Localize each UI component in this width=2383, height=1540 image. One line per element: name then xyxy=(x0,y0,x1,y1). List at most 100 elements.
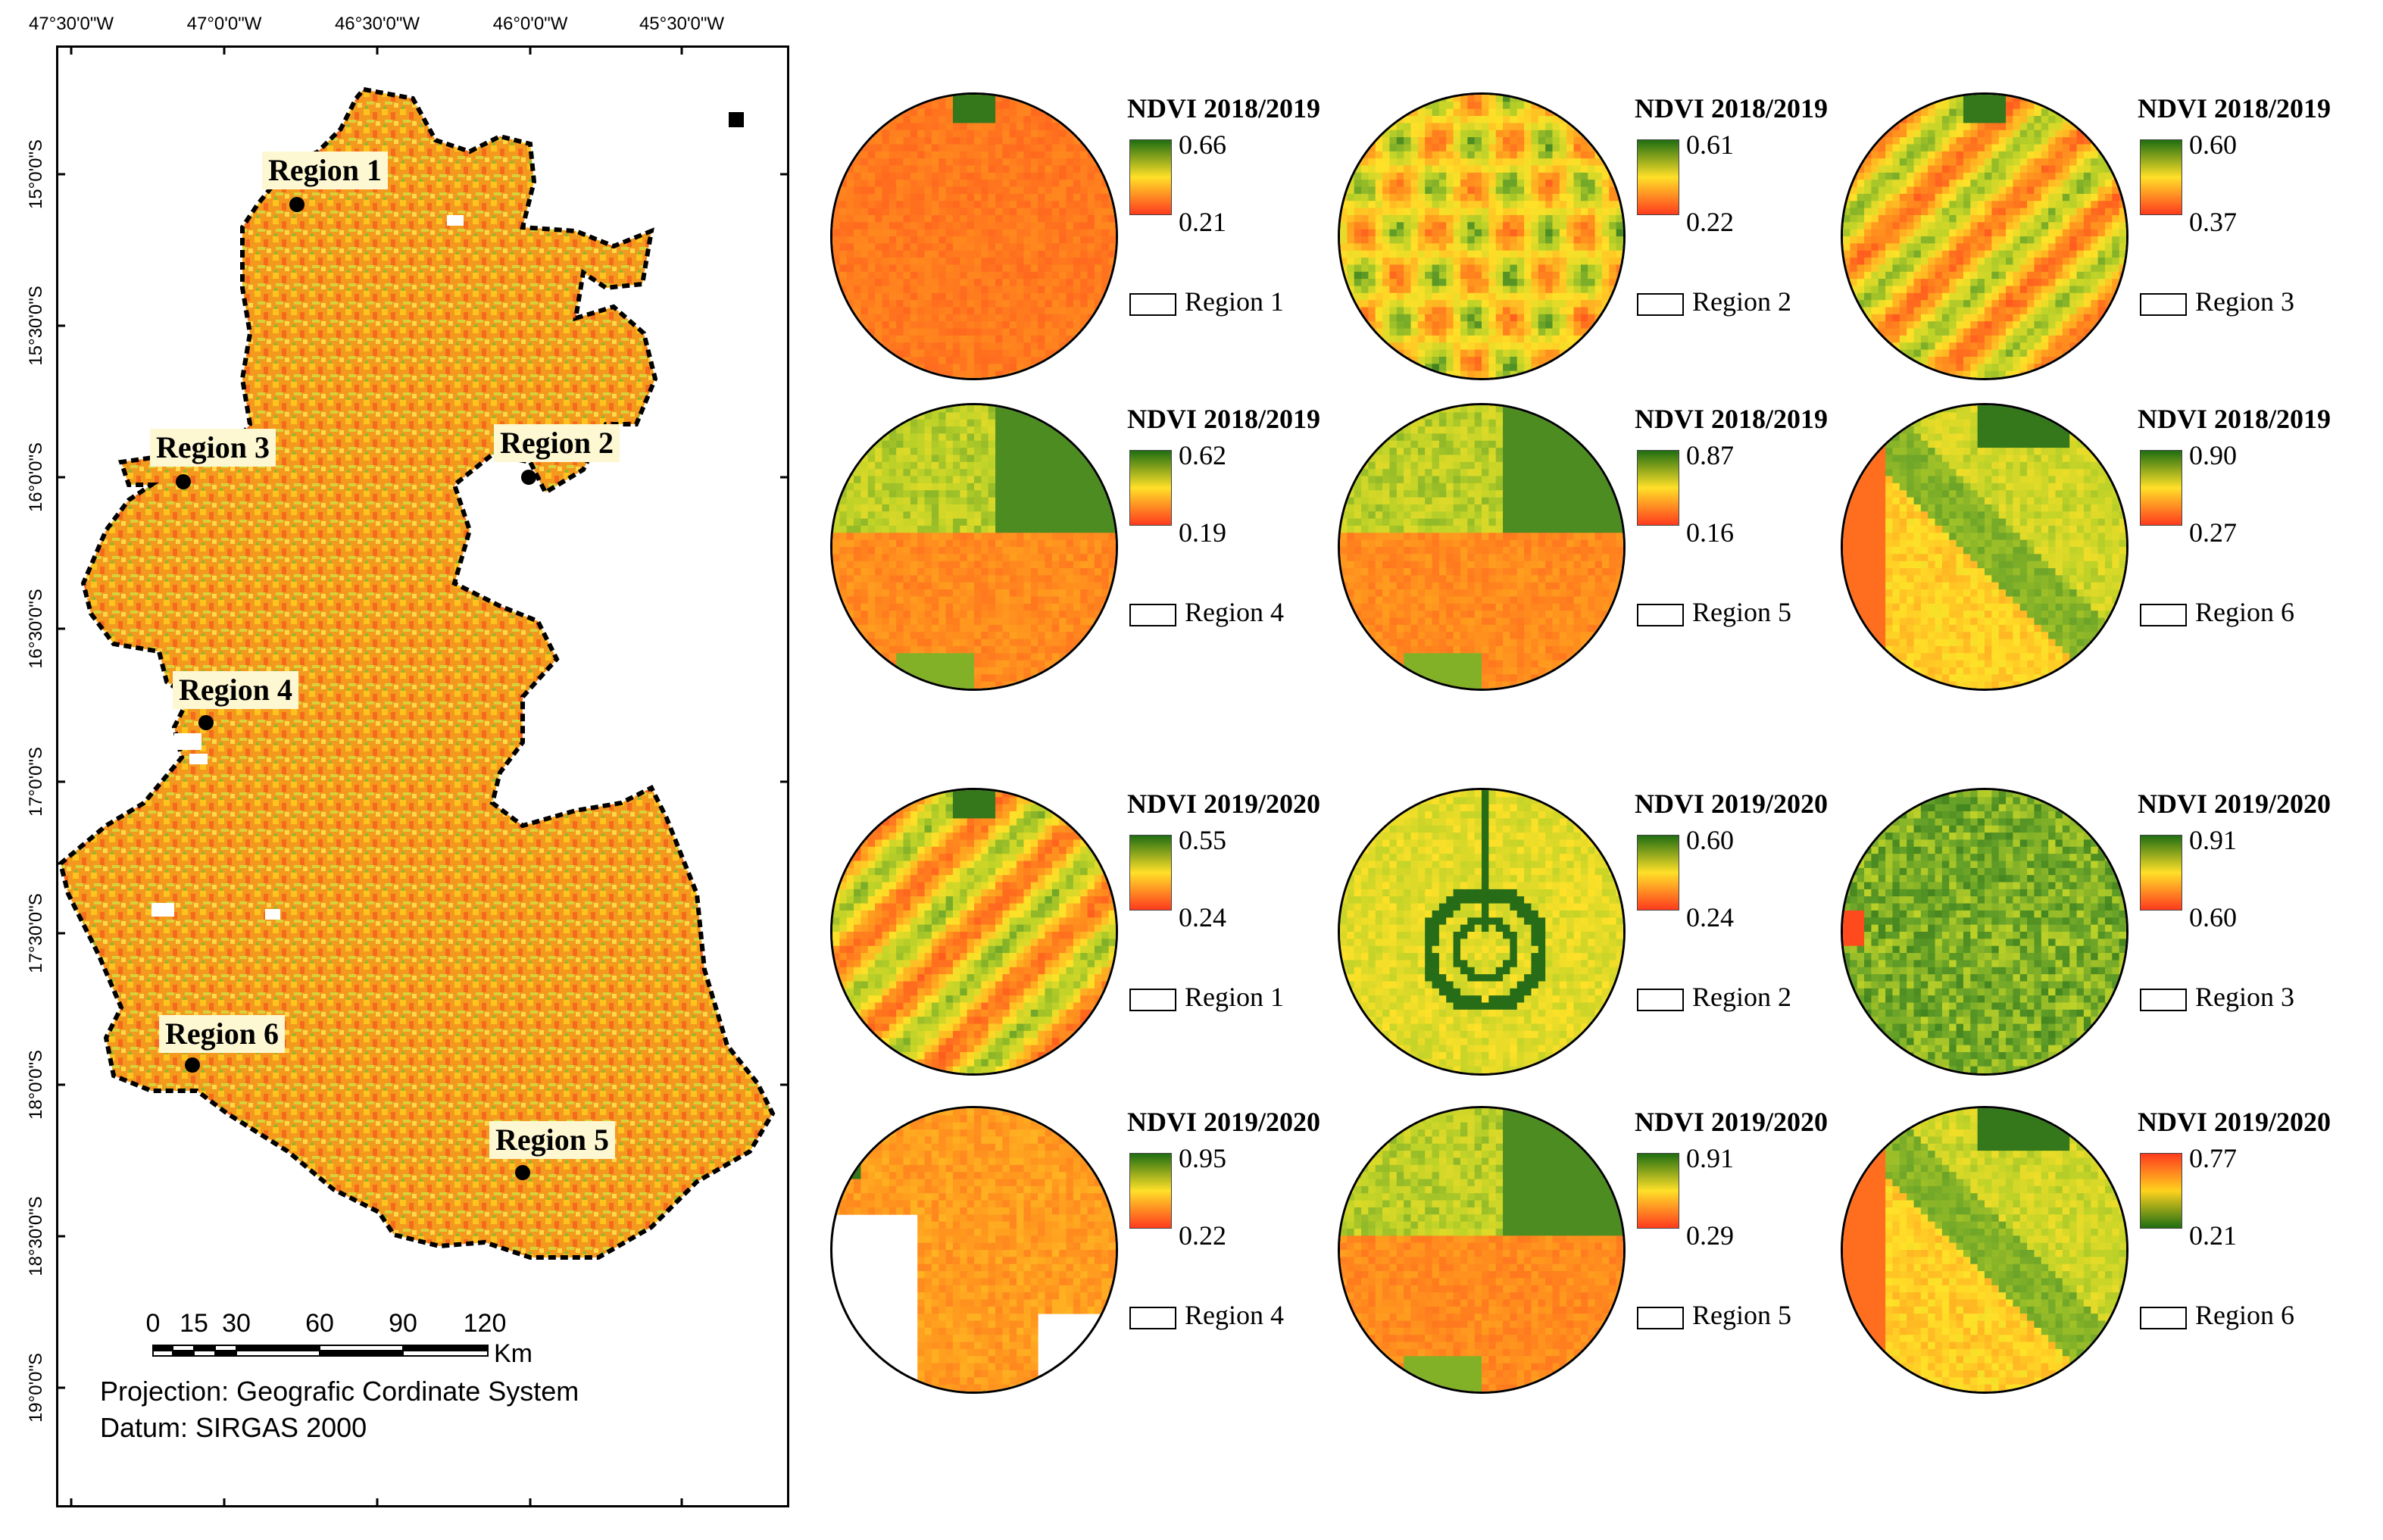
ndvi-panel: NDVI 2018/2019 0.87 0.16 Region 5 xyxy=(1338,403,1883,706)
legend-color-ramp xyxy=(2140,450,2182,526)
legend-color-ramp xyxy=(1129,450,1172,526)
datum-note: Datum: SIRGAS 2000 xyxy=(100,1412,367,1443)
ndvi-panel: NDVI 2018/2019 0.60 0.37 Region 3 xyxy=(1841,92,2383,395)
region-legend-label: Region 1 xyxy=(1185,286,1284,317)
map-label-region-5: Region 5 xyxy=(489,1121,615,1159)
ndvi-panel: NDVI 2018/2019 0.90 0.27 Region 6 xyxy=(1841,403,2383,706)
map-label-region-1: Region 1 xyxy=(262,152,388,189)
legend-color-ramp xyxy=(1129,139,1172,215)
legend-min-value: 0.21 xyxy=(2189,1220,2237,1251)
lon-label-4: 46°0'0"W xyxy=(492,14,568,34)
region-legend-box xyxy=(1129,293,1176,316)
ndvi-panel: NDVI 2019/2020 0.60 0.24 Region 2 xyxy=(1338,788,1883,1091)
legend-max-value: 0.90 xyxy=(2189,440,2237,470)
legend-min-value: 0.37 xyxy=(2189,207,2237,237)
study-area-polygon xyxy=(58,86,776,1260)
scale-label-30: 30 xyxy=(222,1309,251,1338)
scale-label-60: 60 xyxy=(305,1309,334,1338)
ndvi-image xyxy=(1841,403,2128,691)
map-ticks xyxy=(56,45,789,1507)
region-legend-box xyxy=(1637,1307,1684,1329)
legend-max-value: 0.91 xyxy=(2189,825,2237,855)
panel-title: NDVI 2018/2019 xyxy=(2138,93,2331,123)
panel-title: NDVI 2018/2019 xyxy=(1127,404,1321,434)
region-legend-box xyxy=(2140,604,2187,626)
legend-max-value: 0.60 xyxy=(1686,825,1734,855)
lat-label-7: 18°0'0"S xyxy=(26,1049,46,1120)
region-legend-box xyxy=(1129,989,1176,1011)
region-legend-box xyxy=(2140,293,2187,316)
region-legend-label: Region 4 xyxy=(1185,1300,1284,1330)
lat-label-5: 17°0'0"S xyxy=(26,746,46,817)
region-6-point xyxy=(185,1057,200,1073)
ndvi-panel: NDVI 2019/2020 0.91 0.60 Region 3 xyxy=(1841,788,2383,1091)
ndvi-panel: NDVI 2018/2019 0.61 0.22 Region 2 xyxy=(1338,92,1883,395)
legend-min-value: 0.22 xyxy=(1179,1220,1226,1251)
region-legend-label: Region 3 xyxy=(2195,286,2294,317)
region-legend-box xyxy=(1637,989,1684,1011)
legend-min-value: 0.24 xyxy=(1179,902,1226,932)
legend-min-value: 0.16 xyxy=(1686,517,1734,548)
region-5-point xyxy=(515,1165,530,1180)
region-legend-box xyxy=(1637,293,1684,316)
legend-color-ramp xyxy=(1637,450,1679,526)
ndvi-image xyxy=(1338,788,1626,1076)
ndvi-panel: NDVI 2018/2019 0.66 0.21 Region 1 xyxy=(830,92,1376,395)
legend-max-value: 0.66 xyxy=(1179,130,1226,160)
legend-min-value: 0.22 xyxy=(1686,207,1734,237)
map-label-region-4: Region 4 xyxy=(173,671,298,709)
region-1-point xyxy=(289,197,305,212)
panel-title: NDVI 2019/2020 xyxy=(1635,1107,1829,1137)
region-legend-label: Region 2 xyxy=(1692,286,1791,317)
ndvi-panel: NDVI 2019/2020 0.91 0.29 Region 5 xyxy=(1338,1106,1883,1409)
panel-title: NDVI 2019/2020 xyxy=(1127,789,1321,819)
scale-label-15: 15 xyxy=(180,1309,208,1338)
legend-color-ramp xyxy=(1637,1153,1679,1229)
legend-min-value: 0.60 xyxy=(2189,902,2237,932)
region-3-point xyxy=(176,474,191,489)
lat-label-8: 18°30'0"S xyxy=(26,1196,46,1276)
region-legend-box xyxy=(1637,604,1684,626)
scale-label-120: 120 xyxy=(463,1309,507,1338)
legend-color-ramp xyxy=(2140,835,2182,911)
lon-label-5: 45°30'0"W xyxy=(639,14,725,34)
panel-title: NDVI 2018/2019 xyxy=(2138,404,2331,434)
region-legend-box xyxy=(1129,604,1176,626)
scale-bar xyxy=(152,1345,489,1357)
ndvi-panel: NDVI 2019/2020 0.95 0.22 Region 4 xyxy=(830,1106,1376,1409)
panel-title: NDVI 2019/2020 xyxy=(2138,789,2331,819)
ndvi-panel: NDVI 2019/2020 0.55 0.24 Region 1 xyxy=(830,788,1376,1091)
ndvi-image xyxy=(1841,1106,2128,1394)
legend-min-value: 0.21 xyxy=(1179,207,1226,237)
scale-label-90: 90 xyxy=(389,1309,417,1338)
north-marker xyxy=(729,112,744,127)
legend-max-value: 0.62 xyxy=(1179,440,1226,470)
ndvi-image xyxy=(830,403,1118,691)
region-legend-label: Region 6 xyxy=(2195,1300,2294,1330)
lon-label-2: 47°0'0"W xyxy=(186,14,262,34)
region-legend-label: Region 5 xyxy=(1692,1300,1791,1330)
lat-label-1: 15°0'0"S xyxy=(26,139,46,210)
legend-max-value: 0.95 xyxy=(1179,1143,1226,1173)
ndvi-image xyxy=(1841,788,2128,1076)
legend-max-value: 0.77 xyxy=(2189,1143,2237,1173)
region-4-point xyxy=(198,715,214,730)
ndvi-image xyxy=(1841,92,2128,380)
region-legend-label: Region 6 xyxy=(2195,597,2294,627)
legend-min-value: 0.27 xyxy=(2189,517,2237,548)
ndvi-image xyxy=(1338,1106,1626,1394)
region-legend-label: Region 2 xyxy=(1692,982,1791,1012)
legend-color-ramp xyxy=(1129,835,1172,911)
region-legend-label: Region 3 xyxy=(2195,982,2294,1012)
lat-label-6: 17°30'0"S xyxy=(26,893,46,973)
ndvi-image xyxy=(830,1106,1118,1394)
region-2-point xyxy=(521,470,536,485)
legend-color-ramp xyxy=(1637,139,1679,215)
panel-title: NDVI 2019/2020 xyxy=(1635,789,1829,819)
lon-label-1: 47°30'0"W xyxy=(28,14,114,34)
panel-title: NDVI 2018/2019 xyxy=(1635,93,1829,123)
ndvi-image xyxy=(1338,92,1626,380)
map-label-region-2: Region 2 xyxy=(494,424,620,462)
region-points xyxy=(176,197,536,1180)
